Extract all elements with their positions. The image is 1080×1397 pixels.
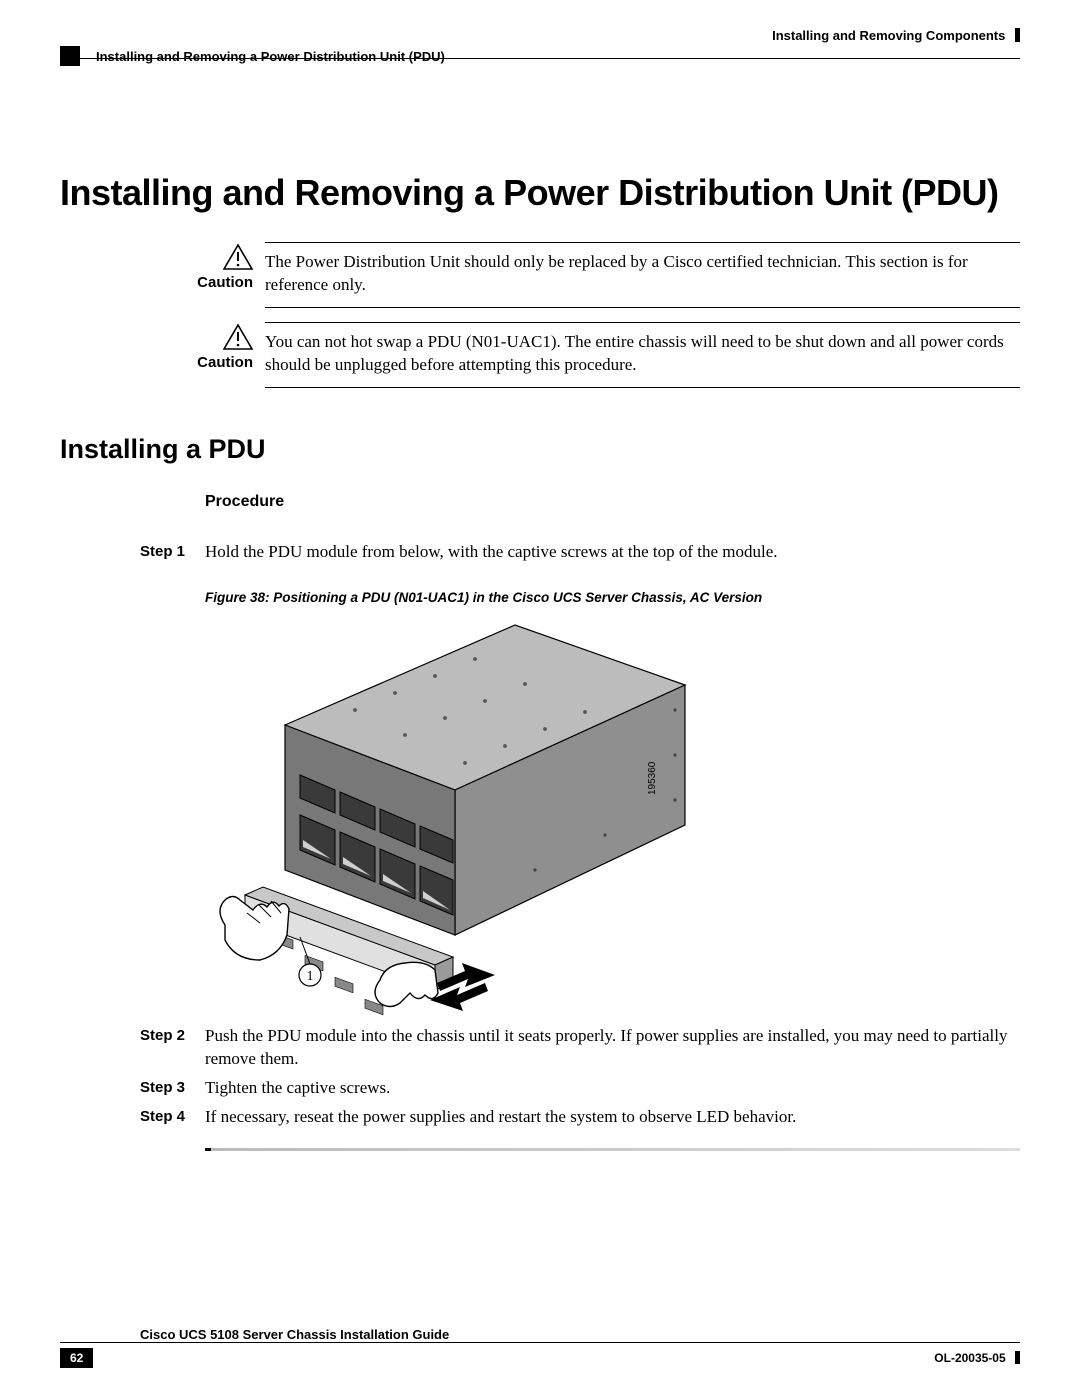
figure: 195360 1	[205, 615, 705, 1015]
step-row-4: Step 4 If necessary, reseat the power su…	[140, 1106, 1020, 1129]
page: Installing and Removing Components Insta…	[0, 0, 1080, 1397]
caution-block-1: Caution The Power Distribution Unit shou…	[120, 242, 1020, 308]
step-label: Step 2	[140, 1025, 205, 1071]
caution-text: You can not hot swap a PDU (N01-UAC1). T…	[265, 331, 1020, 377]
page-header: Installing and Removing Components Insta…	[60, 28, 1020, 62]
step-label: Step 3	[140, 1077, 205, 1100]
caution-label: Caution	[120, 274, 265, 291]
header-chapter: Installing and Removing Components	[772, 28, 1020, 43]
callout-number: 1	[307, 969, 314, 984]
section-end-rule	[205, 1148, 1020, 1151]
header-section-text: Installing and Removing a Power Distribu…	[96, 49, 445, 64]
header-chapter-text: Installing and Removing Components	[772, 28, 1005, 43]
page-footer: Cisco UCS 5108 Server Chassis Installati…	[60, 1327, 1020, 1369]
caution-text: The Power Distribution Unit should only …	[265, 251, 1020, 297]
step-text: Tighten the captive screws.	[205, 1077, 1020, 1100]
step-text: Push the PDU module into the chassis unt…	[205, 1025, 1020, 1071]
step-label: Step 1	[140, 541, 205, 564]
step-row-2: Step 2 Push the PDU module into the chas…	[140, 1025, 1020, 1071]
section-heading: Installing a PDU	[60, 434, 1020, 465]
content: Installing and Removing a Power Distribu…	[60, 172, 1020, 1151]
step-row-1: Step 1 Hold the PDU module from below, w…	[140, 541, 1020, 564]
caution-label: Caution	[120, 354, 265, 371]
header-bar-icon	[1015, 28, 1020, 42]
figure-side-label: 195360	[647, 761, 658, 795]
header-marker-icon	[60, 46, 80, 66]
caution-icon	[223, 324, 253, 350]
footer-bar-icon	[1015, 1351, 1020, 1364]
footer-guide-title: Cisco UCS 5108 Server Chassis Installati…	[140, 1327, 449, 1342]
page-title: Installing and Removing a Power Distribu…	[60, 172, 1020, 214]
figure-caption: Figure 38: Positioning a PDU (N01-UAC1) …	[205, 590, 1020, 605]
caution-icon	[223, 244, 253, 270]
step-row-3: Step 3 Tighten the captive screws.	[140, 1077, 1020, 1100]
step-text: Hold the PDU module from below, with the…	[205, 541, 1020, 564]
step-text: If necessary, reseat the power supplies …	[205, 1106, 1020, 1129]
caution-block-2: Caution You can not hot swap a PDU (N01-…	[120, 322, 1020, 388]
footer-page-number: 62	[60, 1348, 93, 1368]
step-label: Step 4	[140, 1106, 205, 1129]
footer-doc-id: OL-20035-05	[934, 1351, 1020, 1365]
procedure-label: Procedure	[205, 493, 1020, 511]
header-section-wrap: Installing and Removing a Power Distribu…	[60, 46, 445, 66]
pdu-chassis-illustration: 195360 1	[205, 615, 705, 1015]
